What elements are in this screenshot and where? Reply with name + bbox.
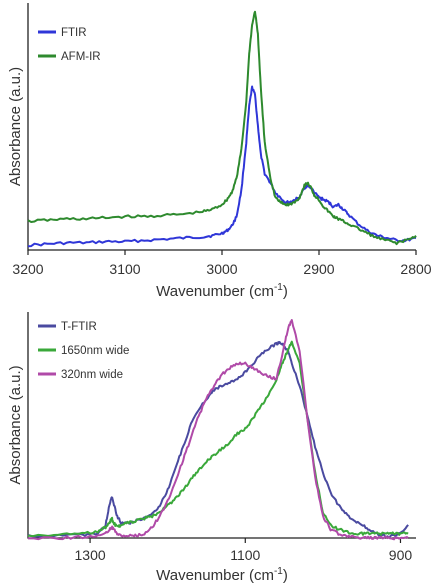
series-line-1 xyxy=(27,340,409,538)
series-line-0 xyxy=(27,341,409,539)
x-tick-label: 3000 xyxy=(206,261,237,277)
x-tick-label: 2800 xyxy=(400,261,431,277)
x-tick-label: 900 xyxy=(389,547,413,563)
x-axis-title-main: Wavenumber (cm xyxy=(156,283,274,300)
x-tick-label: 3100 xyxy=(109,261,140,277)
series-line-1 xyxy=(27,10,417,246)
legend-label: FTIR xyxy=(61,27,87,39)
chart-top-ch-stretch: 3200 3100 3000 2900 2800 Wavenumber (cm-1) Abs… xyxy=(7,3,432,300)
series-line-0 xyxy=(27,85,417,248)
x-tick-label: 1300 xyxy=(75,547,106,563)
x-axis-title-main: Wavenumber (cm xyxy=(156,567,274,584)
x-tick-label: 1100 xyxy=(230,547,260,563)
legend-label: 1650nm wide xyxy=(61,345,129,357)
legend-label: 320nm wide xyxy=(61,369,123,381)
x-axis-title-close: ) xyxy=(283,283,288,300)
x-axis-title-sup: -1 xyxy=(274,566,283,577)
x-axis-title: Wavenumber (cm-1) xyxy=(156,566,288,584)
legend-label: AFM-IR xyxy=(61,51,101,63)
x-tick-label: 2900 xyxy=(303,261,334,277)
series-line-2 xyxy=(27,319,409,541)
x-axis-title-sup: -1 xyxy=(274,282,283,293)
legend-label: T-FTIR xyxy=(61,321,97,333)
x-axis-title: Wavenumber (cm-1) xyxy=(156,282,288,300)
axis-frame xyxy=(27,3,416,251)
x-tick-label: 3200 xyxy=(12,261,43,277)
x-axis-title-close: ) xyxy=(283,567,288,584)
y-axis-title: Absorbance (a.u.) xyxy=(7,67,24,186)
y-axis-title: Absorbance (a.u.) xyxy=(7,365,24,484)
chart-bottom-fingerprint: 1300 1100 900 Wavenumber (cm-1) Absorbance (… xyxy=(7,312,416,584)
